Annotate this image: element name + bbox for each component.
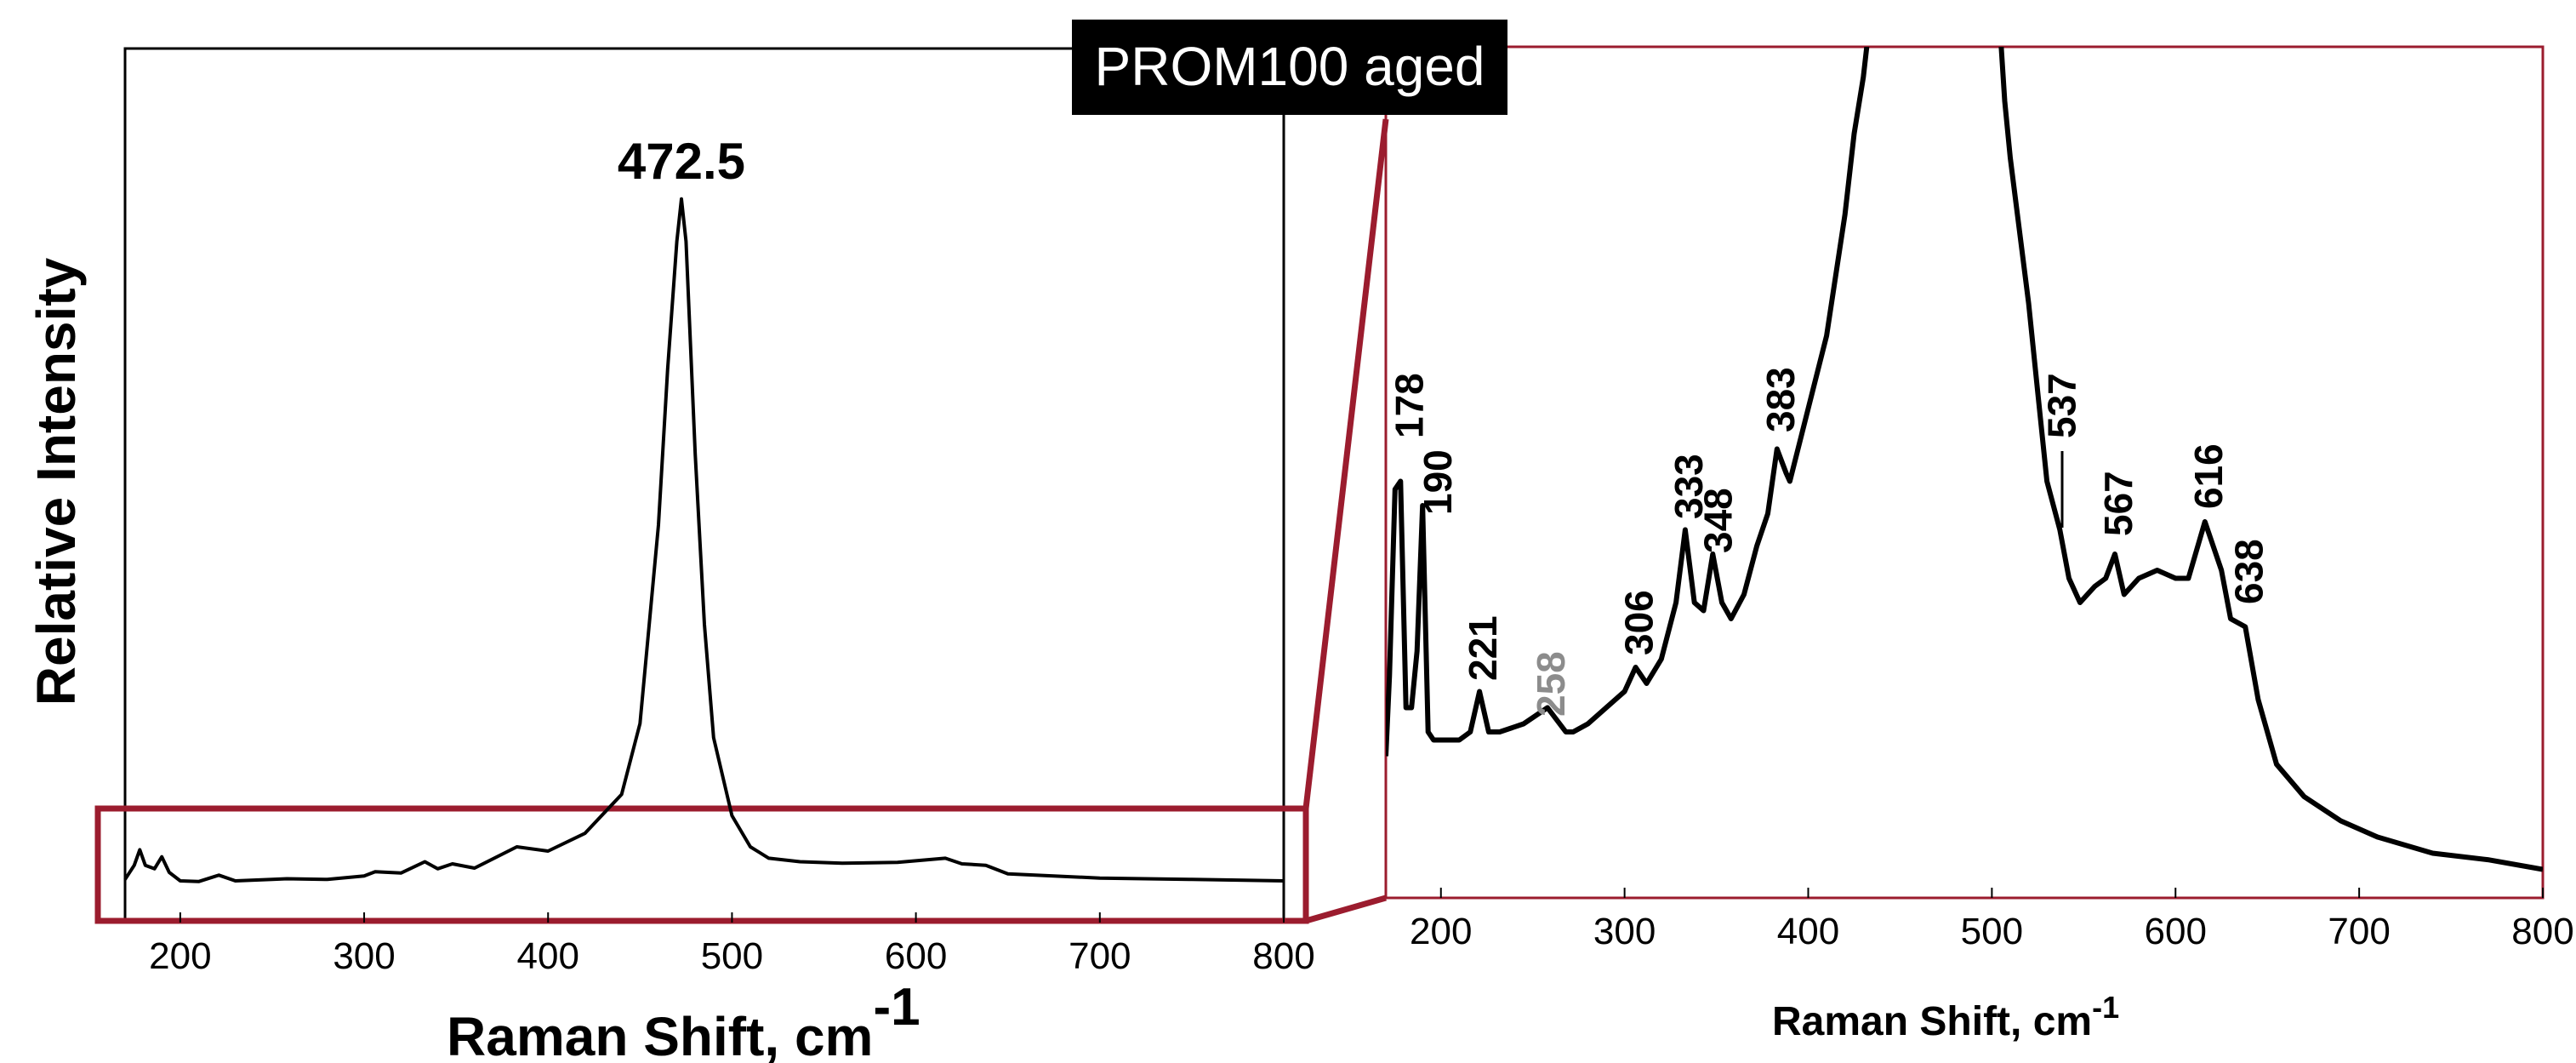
left-x-axis-title-text: Raman Shift, cm [447,1006,873,1063]
left-y-axis-title: Relative Intensity [26,257,87,706]
x-tick-label: 500 [1961,911,2023,952]
left-x-axis-title: Raman Shift, cm-1 [447,978,920,1063]
zoom-region-box [94,805,1309,924]
peak-label-383: 383 [1758,367,1803,432]
zoom-connectors [1302,118,1389,924]
title-background [1072,20,1507,115]
figure-title-box: PROM100 aged [1072,20,1507,115]
right-panel: 200 300 400 500 600 700 800 178 190 221 258 306 333… [1384,45,2574,1044]
x-tick-label: 600 [885,935,947,977]
x-tick-label: 600 [2145,911,2207,952]
left-x-ticks: 200 300 400 500 600 700 800 [149,912,1315,977]
right-x-axis-title-text: Raman Shift, cm [1772,999,2092,1044]
peak-label-567: 567 [2096,471,2140,536]
right-x-ticks: 200 300 400 500 600 700 800 [1410,888,2574,952]
right-spectrum-line [1386,47,2543,872]
figure-title: PROM100 aged [1095,36,1485,97]
peak-annotation-472-5: 472.5 [618,133,745,190]
x-tick-label: 200 [1410,911,1472,952]
peak-label-190: 190 [1416,449,1460,515]
x-tick-label: 300 [1593,911,1656,952]
peak-label-221: 221 [1461,615,1505,681]
right-x-axis-title: Raman Shift, cm-1 [1772,990,2119,1044]
x-tick-label: 700 [2328,911,2390,952]
peak-label-178: 178 [1387,373,1431,438]
zoom-connector-bottom [1305,894,1387,924]
left-panel: 200 300 400 500 600 700 800 472.5 Relative Int… [26,47,1315,1063]
x-tick-label: 400 [1777,911,1839,952]
x-tick-label: 500 [701,935,763,977]
peak-label-616: 616 [2186,443,2231,509]
left-x-axis-title-superscript: -1 [873,978,920,1037]
peak-label-333: 333 [1667,454,1711,519]
x-tick-label: 300 [333,935,395,977]
peak-label-537: 537 [2039,373,2083,438]
zoom-connector-top [1302,118,1389,809]
x-tick-label: 700 [1069,935,1131,977]
right-x-axis-title-superscript: -1 [2092,990,2119,1025]
peak-label-348: 348 [1695,488,1740,553]
peak-label-258: 258 [1529,651,1573,717]
peak-label-306: 306 [1617,590,1661,655]
x-tick-label: 400 [517,935,579,977]
x-tick-label: 800 [1252,935,1314,977]
peak-label-638: 638 [2226,539,2271,604]
x-tick-label: 800 [2511,911,2573,952]
left-spectrum-line [123,197,1285,883]
right-plot-frame [1384,45,2545,900]
x-tick-label: 200 [149,935,211,977]
